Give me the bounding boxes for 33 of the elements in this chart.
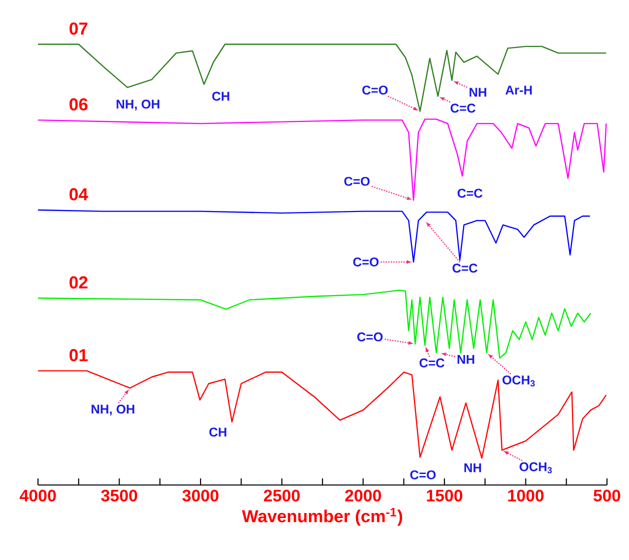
x-tick-label: 3500: [101, 490, 138, 502]
x-tick-label: 2500: [264, 490, 300, 502]
x-tick-label: 500: [594, 490, 620, 502]
annotation: C=O: [344, 176, 370, 186]
x-tick-label: 1500: [426, 490, 462, 502]
annotation: CH: [209, 428, 226, 437]
annotation: OCH$_{3}$: [520, 462, 552, 474]
series-label: 06: [70, 98, 88, 111]
annotation: C=O: [362, 86, 388, 95]
annotation: C=C: [450, 104, 476, 113]
series-label: 07: [70, 22, 88, 35]
annotation: C=C: [420, 358, 444, 368]
x-tick-label: 3000: [182, 490, 218, 502]
x-axis-title: Wavenumber (cm$^{-1}$): [242, 508, 402, 526]
annotation: CH: [212, 92, 230, 101]
annotation: Ar-H: [505, 86, 532, 94]
annotation: C=C: [458, 188, 482, 198]
annotation: C=O: [410, 470, 436, 480]
annotation: C=O: [353, 257, 379, 266]
annotation: NH: [458, 355, 474, 364]
x-tick-label: 2000: [345, 490, 381, 502]
annotation: NH: [464, 463, 482, 472]
series-label: 02: [70, 276, 88, 289]
annotation: C=O: [357, 332, 383, 342]
annotation: NH, OH: [92, 404, 134, 416]
series-label: 04: [70, 188, 88, 200]
annotation: NH, OH: [116, 100, 160, 110]
annotation: OCH$_{3}$: [502, 375, 535, 386]
x-tick-label: 4000: [20, 490, 56, 502]
annotation: C=C: [452, 264, 478, 273]
series-label: 01: [70, 349, 88, 362]
annotation: NH: [470, 88, 486, 97]
x-tick-label: 1000: [508, 490, 544, 502]
